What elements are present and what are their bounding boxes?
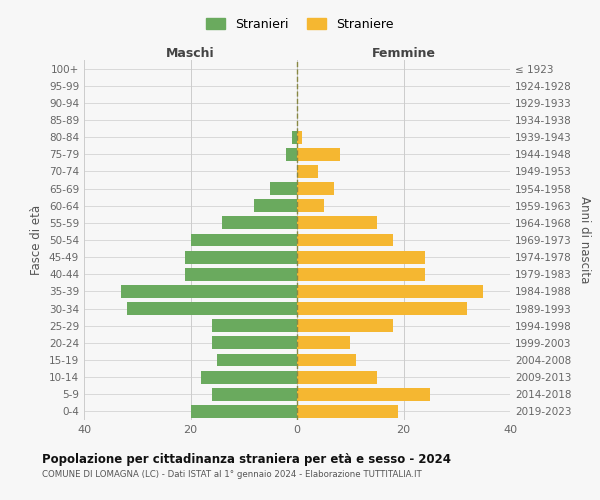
Bar [297, 336, 350, 349]
Bar [212, 388, 297, 400]
Bar [271, 182, 297, 195]
Bar [297, 370, 377, 384]
Bar [297, 216, 377, 230]
Bar [297, 165, 319, 178]
Bar [223, 216, 297, 230]
Bar [297, 250, 425, 264]
Legend: Stranieri, Straniere: Stranieri, Straniere [200, 11, 400, 37]
Bar [292, 130, 297, 143]
Text: Popolazione per cittadinanza straniera per età e sesso - 2024: Popolazione per cittadinanza straniera p… [42, 452, 451, 466]
Bar [217, 354, 297, 366]
Bar [127, 302, 297, 315]
Bar [297, 302, 467, 315]
Bar [297, 182, 334, 195]
Bar [286, 148, 297, 160]
Bar [191, 234, 297, 246]
Bar [201, 370, 297, 384]
Text: Maschi: Maschi [166, 47, 215, 60]
Bar [121, 285, 297, 298]
Y-axis label: Anni di nascita: Anni di nascita [578, 196, 591, 284]
Bar [212, 320, 297, 332]
Bar [185, 250, 297, 264]
Bar [297, 234, 393, 246]
Text: Femmine: Femmine [371, 47, 436, 60]
Bar [297, 354, 356, 366]
Bar [297, 148, 340, 160]
Bar [297, 388, 430, 400]
Bar [212, 336, 297, 349]
Text: COMUNE DI LOMAGNA (LC) - Dati ISTAT al 1° gennaio 2024 - Elaborazione TUTTITALIA: COMUNE DI LOMAGNA (LC) - Dati ISTAT al 1… [42, 470, 422, 479]
Bar [254, 200, 297, 212]
Bar [191, 405, 297, 418]
Y-axis label: Fasce di età: Fasce di età [31, 205, 43, 275]
Bar [297, 200, 323, 212]
Bar [297, 405, 398, 418]
Bar [297, 268, 425, 280]
Bar [297, 285, 484, 298]
Bar [297, 320, 393, 332]
Bar [185, 268, 297, 280]
Bar [297, 130, 302, 143]
